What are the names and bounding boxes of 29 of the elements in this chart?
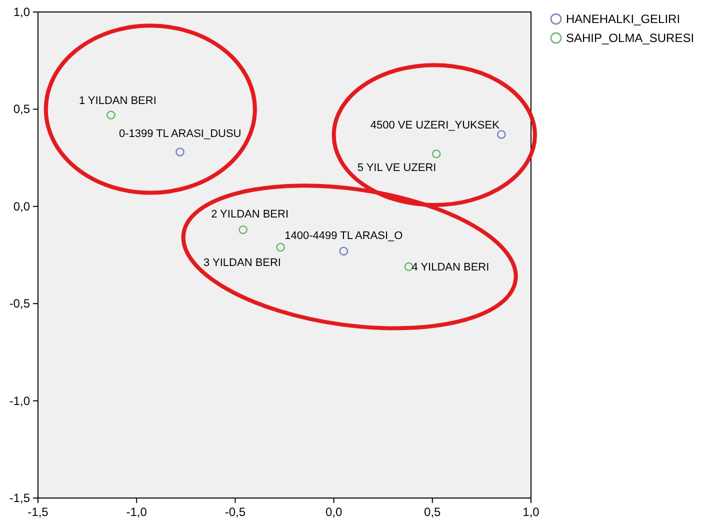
legend-label: SAHIP_OLMA_SURESI xyxy=(566,31,694,45)
x-tick-label: -1,5 xyxy=(28,505,49,519)
x-tick-label: 0,5 xyxy=(424,505,442,519)
point xyxy=(276,242,285,252)
annotation: 4500 VE UZERI_YUKSEK xyxy=(370,119,500,132)
point xyxy=(238,225,248,234)
x-tick-label: -0,5 xyxy=(224,505,246,519)
y-tick-label: 0,5 xyxy=(13,102,30,116)
point xyxy=(106,110,116,120)
annotation: 4 YILDAN BERI xyxy=(412,262,490,274)
x-tick-label: 1,0 xyxy=(522,505,540,519)
point xyxy=(339,246,348,256)
annotation: 1400-4499 TL ARASI_O xyxy=(284,230,404,242)
y-tick-label: -0,5 xyxy=(9,296,30,311)
y-tick-label: 1,0 xyxy=(13,5,30,19)
y-tick-label: -1,0 xyxy=(9,394,30,408)
x-tick-label: -1,0 xyxy=(126,505,148,519)
y-tick-label: -1,5 xyxy=(9,491,30,505)
x-tick-label: 0,0 xyxy=(325,505,342,519)
annotation: 0-1399 TL ARASI_DUSU xyxy=(118,128,242,140)
annotation: 5 YIL VE UZERI xyxy=(357,162,436,174)
annotation: 2 YILDAN BERI xyxy=(211,208,289,221)
point xyxy=(176,148,184,156)
annotation: 3 YILDAN BERI xyxy=(204,257,282,270)
point xyxy=(432,150,441,158)
y-tick-label: 0,0 xyxy=(13,199,30,214)
legend-label: HANEHALKI_GELIRI xyxy=(566,12,680,26)
annotation: 1 YILDAN BERI xyxy=(78,95,156,108)
point xyxy=(497,130,506,139)
